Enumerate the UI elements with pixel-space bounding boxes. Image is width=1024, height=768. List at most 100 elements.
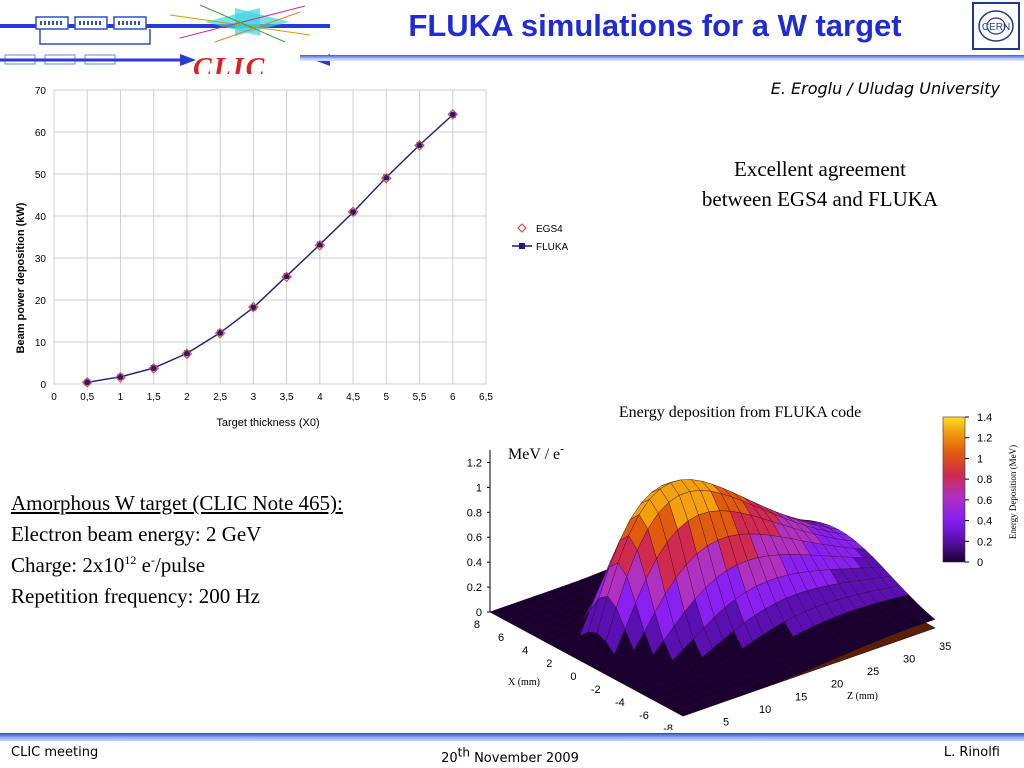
fluka-point — [283, 273, 290, 280]
footer-date-day: 20 — [441, 751, 458, 766]
footer-date-suffix: th — [457, 745, 470, 760]
charge-exponent: 12 — [124, 553, 137, 567]
colorbar-label: Energy Deposition (MeV) — [1008, 445, 1018, 539]
header-rule-left — [0, 24, 330, 28]
egs4-point — [414, 140, 425, 151]
charge-suffix: /pulse — [154, 553, 206, 577]
egs4-point — [347, 206, 359, 218]
fluka-point — [316, 241, 323, 248]
legend-egs4-label: EGS4 — [536, 224, 563, 235]
fluka-point — [350, 209, 357, 216]
x-tick-label-3d: -8 — [663, 723, 673, 730]
footer-bar — [0, 733, 1024, 741]
x-tick-label: 5 — [384, 392, 390, 403]
z-tick-label-3d: 5 — [723, 716, 729, 728]
x-tick-label: 4 — [317, 392, 323, 403]
z-tick-label-3d: 15 — [795, 691, 807, 703]
x-tick-label-3d: -6 — [639, 710, 649, 722]
x-tick-label-3d: 0 — [570, 671, 576, 683]
agreement-line-2: between EGS4 and FLUKA — [701, 187, 939, 211]
fluka-point — [217, 329, 224, 336]
egs4-point — [314, 240, 326, 251]
egs4-point — [248, 301, 259, 313]
agreement-line-1: Excellent agreement — [734, 157, 906, 181]
author-credit: E. Eroglu / Uludag University — [770, 79, 1000, 98]
clic-logo: CLIC — [193, 54, 267, 74]
header-rule — [300, 55, 1024, 61]
legend-egs4-marker — [517, 223, 527, 233]
target-info-heading: Amorphous W target (CLIC Note 465): — [11, 491, 343, 515]
value-tick-label: 0.8 — [467, 507, 482, 519]
value-unit-sign: - — [560, 441, 565, 456]
cern-logo-icon: CERN — [978, 10, 1014, 42]
colorbar-tick-label: 1 — [977, 453, 983, 465]
x-tick-label-3d: -2 — [591, 684, 601, 696]
chart-legend: EGS4 FLUKA — [512, 223, 569, 253]
chart-series — [81, 109, 459, 388]
fluka-point — [150, 365, 157, 372]
x-tick-label: 3 — [251, 392, 257, 403]
x-tick-label-3d: 6 — [498, 632, 504, 644]
accelerator-module-graphic — [0, 16, 196, 66]
value-tick-label: 1 — [476, 482, 482, 494]
footer-date-rest: November 2009 — [469, 751, 579, 766]
chart-axes: 0 0,5 1 1,5 2 2,5 3 3,5 4 4,5 5 5,5 6 6,5 0 10 20 30 40 50 6… — [35, 86, 494, 403]
egs4-point — [115, 371, 126, 383]
egs4-point — [281, 271, 292, 283]
footer-date: 20th November 2009 — [380, 747, 640, 766]
fluka-point — [383, 174, 390, 181]
egs4-point — [148, 363, 160, 374]
collision-graphic — [169, 4, 330, 66]
cern-logo-text: CERN — [982, 22, 1010, 33]
charge-electron: e — [136, 553, 151, 577]
target-info: Amorphous W target (CLIC Note 465): Elec… — [11, 488, 343, 612]
fluka-point — [449, 111, 456, 118]
y-tick-label: 40 — [35, 212, 47, 223]
colorbar-tick-label: 1.4 — [977, 412, 992, 424]
surface-mesh — [489, 479, 936, 717]
x-tick-label: 2,5 — [213, 392, 227, 403]
charge-prefix: Charge: 2x10 — [11, 553, 125, 577]
repetition-line: Repetition frequency: 200 Hz — [11, 584, 261, 608]
z-axis-label-3d: Z (mm) — [847, 691, 878, 702]
egs4-point — [81, 376, 93, 388]
y-tick-label: 30 — [35, 254, 47, 265]
x-tick-label-3d: 4 — [522, 645, 528, 657]
clic-banner-graphic — [0, 4, 330, 66]
colorbar-tick-label: 1.2 — [977, 433, 992, 445]
energy-deposition-3d-plot: 00.20.40.60.811.286420-2-4-6-80510152025… — [467, 412, 1018, 730]
y-tick-label: 10 — [35, 338, 47, 349]
fluka-point — [183, 350, 190, 357]
plot-area — [53, 89, 487, 385]
colorbar-tick-label: 0.8 — [977, 474, 992, 486]
colorbar-tick-label: 0.6 — [977, 495, 992, 507]
value-tick-label: 0.2 — [467, 582, 482, 594]
x-tick-label-3d: 2 — [546, 658, 552, 670]
colorbar — [942, 416, 966, 563]
colorbar-tick-label: 0.4 — [977, 516, 992, 528]
x-tick-label: 3,5 — [280, 392, 294, 403]
fluka-point — [250, 304, 257, 311]
cern-logo: CERN — [972, 2, 1020, 50]
fluka-caption: Energy deposition from FLUKA code — [618, 404, 862, 421]
egs4-point — [447, 109, 459, 120]
x-tick-label-3d: 8 — [474, 619, 480, 631]
value-tick-label: 1.2 — [467, 457, 482, 469]
charge-line: Charge: 2x1012 e-/pulse — [11, 550, 343, 581]
value-tick-label: 0.4 — [467, 557, 482, 569]
x-tick-label: 0,5 — [80, 392, 94, 403]
plot-tick-labels: 00.20.40.60.811.286420-2-4-6-80510152025… — [467, 457, 952, 730]
egs4-point — [380, 172, 392, 184]
chart-grid — [53, 89, 487, 385]
surface-cell — [673, 707, 694, 717]
slide-title: FLUKA simulations for a W target — [408, 8, 902, 43]
egs4-point — [214, 327, 226, 339]
footer-meeting: CLIC meeting — [11, 745, 99, 760]
fluka-point — [117, 373, 124, 380]
z-tick-label-3d: 10 — [759, 704, 771, 716]
y-tick-label: 0 — [40, 380, 46, 391]
x-tick-label: 1 — [118, 392, 124, 403]
z-tick-label-3d: 25 — [867, 666, 879, 678]
y-tick-label: 70 — [35, 86, 47, 97]
charge-electron-sign: - — [150, 553, 155, 567]
